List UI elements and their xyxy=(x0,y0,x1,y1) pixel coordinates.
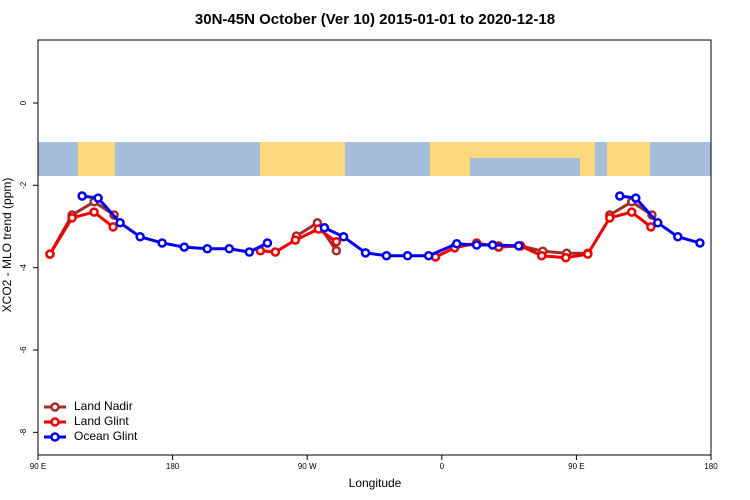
data-point xyxy=(487,240,498,250)
data-point xyxy=(381,250,392,261)
data-point xyxy=(290,235,301,245)
x-tick-label: 90 E xyxy=(568,462,584,471)
data-point xyxy=(157,238,167,248)
data-point xyxy=(631,193,641,203)
data-point xyxy=(93,193,103,203)
data-point xyxy=(45,249,55,259)
data-point xyxy=(471,240,482,250)
data-point xyxy=(67,213,77,223)
data-point xyxy=(115,218,125,228)
data-point xyxy=(89,207,99,217)
y-tick-label: -2 xyxy=(19,181,28,189)
legend-label: Land Glint xyxy=(74,414,129,428)
data-point xyxy=(402,250,413,261)
data-point xyxy=(695,238,705,248)
data-point xyxy=(224,243,235,254)
legend-marker xyxy=(50,402,60,412)
data-point xyxy=(513,241,524,251)
series-line xyxy=(81,194,701,258)
x-tick-label: 180 xyxy=(704,462,718,471)
data-point xyxy=(331,236,342,247)
y-tick-label: -4 xyxy=(19,264,28,272)
data-point xyxy=(135,232,145,242)
data-point xyxy=(360,248,371,258)
data-point xyxy=(626,207,637,217)
data-point xyxy=(244,247,255,257)
chart-title: 30N-45N October (Ver 10) 2015-01-01 to 2… xyxy=(195,11,555,28)
legend-label: Land Nadir xyxy=(74,399,133,413)
data-point xyxy=(331,246,342,256)
data-point xyxy=(77,191,87,201)
legend-marker xyxy=(50,432,60,442)
map-strip xyxy=(38,142,711,176)
data-point xyxy=(653,218,663,228)
data-point xyxy=(202,243,213,254)
y-tick-label: -6 xyxy=(19,346,28,354)
x-tick-label: 180 xyxy=(166,462,180,471)
series-line xyxy=(48,200,653,255)
data-point xyxy=(108,222,118,232)
data-point xyxy=(605,213,615,223)
plot-frame xyxy=(37,39,712,456)
data-point xyxy=(423,250,434,261)
y-axis-label: XCO2 - MLO trend (ppm) xyxy=(0,178,14,313)
data-point xyxy=(179,242,190,252)
y-tick-label: -8 xyxy=(19,428,28,436)
data-point xyxy=(561,253,571,263)
data-point xyxy=(646,222,656,232)
x-tick-label: 0 xyxy=(440,462,445,471)
data-point xyxy=(270,247,281,257)
data-point xyxy=(262,238,273,248)
data-point xyxy=(319,222,330,233)
data-point xyxy=(536,250,547,261)
x-axis-label: Longitude xyxy=(349,476,402,490)
data-point xyxy=(673,232,683,242)
legend-label: Ocean Glint xyxy=(74,429,138,443)
data-point xyxy=(615,191,625,201)
data-point xyxy=(583,249,593,259)
y-tick-label: 0 xyxy=(19,100,28,105)
x-tick-label: 90 E xyxy=(30,462,46,471)
data-point xyxy=(452,239,462,249)
legend-marker xyxy=(50,417,60,427)
data-point xyxy=(338,232,349,242)
x-tick-label: 90 W xyxy=(298,462,317,471)
